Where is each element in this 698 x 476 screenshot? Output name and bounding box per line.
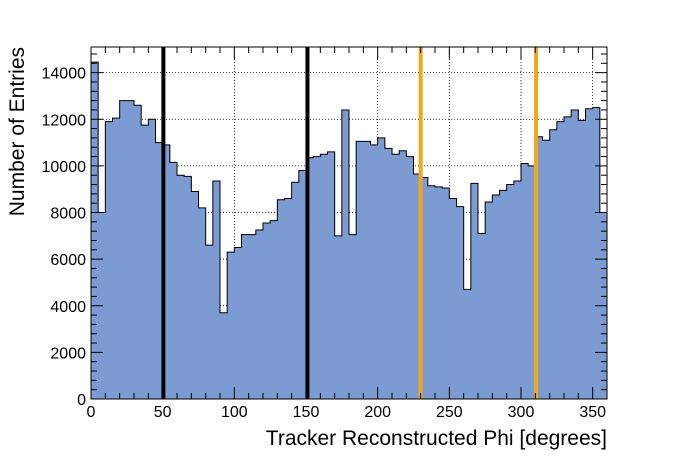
histogram-bin bbox=[521, 163, 529, 399]
histogram-bin bbox=[298, 170, 307, 399]
histogram-bin bbox=[384, 148, 393, 399]
histogram-bin bbox=[556, 121, 565, 400]
histogram-bin bbox=[399, 150, 407, 399]
y-tick-label: 0 bbox=[77, 392, 86, 409]
histogram-bin bbox=[420, 177, 429, 399]
histogram-bin bbox=[327, 151, 336, 399]
histogram-bin bbox=[263, 223, 271, 399]
histogram-bin bbox=[255, 229, 264, 399]
histogram-bin bbox=[212, 181, 221, 399]
x-tick-label: 50 bbox=[154, 404, 172, 421]
y-tick-label: 4000 bbox=[50, 299, 86, 316]
histogram-bin bbox=[198, 207, 207, 399]
histogram-bin bbox=[513, 181, 522, 399]
histogram-bin bbox=[148, 119, 156, 400]
histogram-bin bbox=[478, 233, 486, 399]
histogram-bin bbox=[134, 105, 142, 400]
histogram-bin bbox=[470, 183, 479, 399]
histogram-bins bbox=[91, 62, 608, 400]
y-tick-label: 14000 bbox=[42, 66, 87, 83]
histogram-bin bbox=[571, 109, 579, 399]
histogram-bin bbox=[241, 234, 250, 399]
histogram-bin bbox=[313, 156, 321, 399]
histogram-bin bbox=[492, 195, 500, 399]
histogram-bin bbox=[191, 191, 199, 399]
histogram-bin bbox=[184, 176, 192, 399]
x-tick-label: 200 bbox=[364, 404, 391, 421]
histogram-bin bbox=[578, 120, 586, 399]
histogram-bin bbox=[220, 312, 228, 399]
y-tick-label: 12000 bbox=[42, 112, 87, 129]
histogram-bin bbox=[169, 162, 178, 399]
histogram-bin bbox=[435, 186, 443, 399]
histogram-bin bbox=[334, 235, 343, 399]
histogram-bin bbox=[356, 141, 364, 400]
y-tick-label: 10000 bbox=[42, 159, 87, 176]
y-tick-label: 8000 bbox=[50, 206, 86, 223]
histogram-bin bbox=[449, 198, 457, 399]
y-tick-label: 2000 bbox=[50, 345, 86, 362]
x-tick-label: 150 bbox=[293, 404, 320, 421]
histogram-bin bbox=[248, 234, 257, 399]
y-tick-labels: 0 2000 4000 6000 8000 10000 12000 14000 bbox=[42, 66, 87, 409]
histogram-bin bbox=[141, 125, 149, 399]
x-tick-label: 300 bbox=[508, 404, 535, 421]
x-tick-label: 250 bbox=[436, 404, 463, 421]
histogram-outline bbox=[90, 61, 608, 399]
histogram-bin bbox=[592, 107, 601, 400]
histogram-bin bbox=[564, 116, 572, 399]
histogram-bin bbox=[392, 154, 400, 399]
histogram-bin bbox=[349, 234, 357, 399]
histogram-bin bbox=[162, 144, 171, 399]
histogram-bin bbox=[499, 190, 508, 399]
histogram-bin bbox=[126, 100, 135, 399]
histogram-bin bbox=[155, 142, 164, 399]
histogram-bin bbox=[270, 220, 278, 399]
histogram-bin bbox=[456, 206, 465, 399]
histogram-bin bbox=[463, 289, 472, 399]
y-axis-title: Number of Entries bbox=[6, 47, 29, 216]
histogram-bin bbox=[406, 156, 414, 399]
histogram-bin bbox=[284, 198, 293, 399]
histogram-bin bbox=[535, 136, 543, 399]
histogram-bin bbox=[205, 245, 214, 399]
histogram-bin bbox=[177, 175, 185, 399]
marker-lines bbox=[161, 47, 539, 399]
x-tick-label: 350 bbox=[579, 404, 606, 421]
histogram-bin bbox=[306, 157, 314, 399]
y-tick-label: 6000 bbox=[50, 252, 86, 269]
histogram-bin bbox=[528, 165, 536, 399]
axis-ticks bbox=[90, 47, 608, 400]
histogram-bin bbox=[341, 109, 350, 399]
x-axis-title: Tracker Reconstructed Phi [degrees] bbox=[266, 427, 607, 450]
histogram-bin bbox=[277, 199, 285, 399]
histogram-bin bbox=[105, 121, 113, 400]
histogram-bin bbox=[234, 247, 242, 399]
histogram-bin bbox=[485, 202, 493, 399]
histogram-bin bbox=[506, 184, 515, 399]
histogram-bin bbox=[119, 100, 128, 399]
histogram-bin bbox=[370, 144, 379, 399]
x-tick-labels: 0 50 100 150 200 250 300 350 bbox=[87, 404, 607, 421]
histogram-bin bbox=[413, 174, 422, 399]
x-tick-label: 100 bbox=[221, 404, 248, 421]
histogram-bin bbox=[227, 252, 235, 399]
histogram-bin bbox=[112, 118, 121, 399]
histogram-bin bbox=[442, 188, 450, 399]
x-tick-label: 0 bbox=[87, 404, 96, 421]
histogram-bin bbox=[320, 154, 328, 399]
histogram-bin bbox=[91, 62, 99, 400]
histogram-bin bbox=[377, 137, 386, 399]
histogram-bin bbox=[291, 182, 300, 399]
histogram-bin bbox=[549, 129, 558, 399]
histogram-bin bbox=[585, 108, 594, 399]
histogram-bin bbox=[427, 185, 436, 399]
histogram-bin bbox=[363, 141, 371, 400]
histogram-bin bbox=[542, 140, 551, 399]
